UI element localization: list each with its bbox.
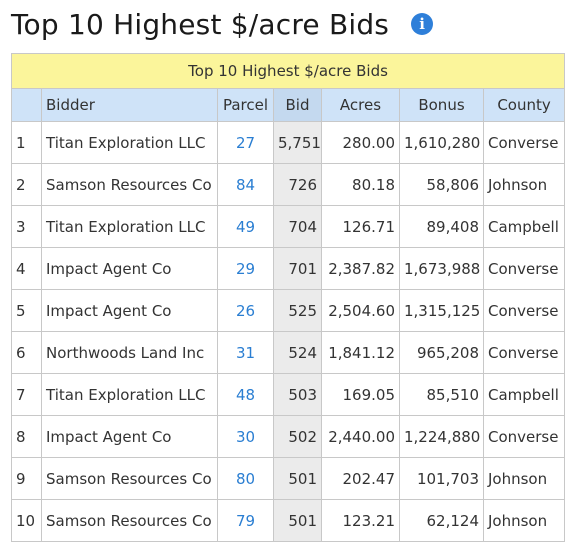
bid-cell: 524 — [273, 331, 322, 374]
parcel-link[interactable]: 30 — [217, 415, 274, 458]
parcel-link[interactable]: 80 — [217, 457, 274, 500]
column-header-acres[interactable]: Acres — [321, 88, 400, 122]
bonus-cell: 89,408 — [399, 205, 484, 248]
table-row: 9 Samson Resources Co 80 501 202.47 101,… — [11, 457, 566, 500]
table-row: 6 Northwoods Land Inc 31 524 1,841.12 96… — [11, 331, 566, 374]
rank-cell: 1 — [11, 121, 42, 164]
info-icon[interactable]: i — [411, 13, 434, 35]
column-header-bonus[interactable]: Bonus — [399, 88, 484, 122]
table-row: 7 Titan Exploration LLC 48 503 169.05 85… — [11, 373, 566, 416]
column-header-bidder[interactable]: Bidder — [41, 88, 218, 122]
acres-cell: 2,387.82 — [321, 247, 400, 290]
table-row: 4 Impact Agent Co 29 701 2,387.82 1,673,… — [11, 247, 566, 290]
bid-cell: 525 — [273, 289, 322, 332]
table-caption-row: Top 10 Highest $/acre Bids — [10, 53, 566, 89]
bidder-cell: Samson Resources Co — [41, 499, 218, 542]
bidder-cell: Titan Exploration LLC — [41, 205, 218, 248]
rank-cell: 2 — [11, 163, 42, 206]
bonus-cell: 101,703 — [399, 457, 484, 500]
parcel-link[interactable]: 49 — [217, 205, 274, 248]
bonus-cell: 58,806 — [399, 163, 484, 206]
bonus-cell: 1,610,280 — [399, 121, 484, 164]
table-row: 3 Titan Exploration LLC 49 704 126.71 89… — [11, 205, 566, 248]
table-row: 10 Samson Resources Co 79 501 123.21 62,… — [11, 499, 566, 542]
column-header-county[interactable]: County — [482, 88, 566, 122]
rank-cell: 9 — [11, 457, 42, 500]
rank-cell: 10 — [11, 499, 42, 542]
acres-cell: 2,504.60 — [321, 289, 400, 332]
table-row: 2 Samson Resources Co 84 726 80.18 58,80… — [11, 163, 566, 206]
county-cell: Converse — [482, 121, 566, 164]
bid-cell: 726 — [273, 163, 322, 206]
parcel-link[interactable]: 31 — [217, 331, 274, 374]
acres-cell: 169.05 — [321, 373, 400, 416]
bid-cell: 5,751 — [273, 121, 322, 164]
parcel-link[interactable]: 79 — [217, 499, 274, 542]
bidder-cell: Samson Resources Co — [41, 163, 218, 206]
parcel-link[interactable]: 29 — [217, 247, 274, 290]
bonus-cell: 1,673,988 — [399, 247, 484, 290]
rank-cell: 4 — [11, 247, 42, 290]
acres-cell: 2,440.00 — [321, 415, 400, 458]
rank-cell: 8 — [11, 415, 42, 458]
bids-table: Top 10 Highest $/acre Bids Bidder Parcel… — [10, 53, 566, 542]
county-cell: Campbell — [482, 205, 566, 248]
county-cell: Johnson — [482, 163, 566, 206]
acres-cell: 123.21 — [321, 499, 400, 542]
county-cell: Converse — [482, 289, 566, 332]
bidder-cell: Northwoods Land Inc — [41, 331, 218, 374]
bonus-cell: 1,224,880 — [399, 415, 484, 458]
bidder-cell: Samson Resources Co — [41, 457, 218, 500]
county-cell: Campbell — [482, 373, 566, 416]
table-row: 1 Titan Exploration LLC 27 5,751 280.00 … — [11, 121, 566, 164]
rank-cell: 5 — [11, 289, 42, 332]
bidder-cell: Titan Exploration LLC — [41, 121, 218, 164]
bid-cell: 502 — [273, 415, 322, 458]
bid-cell: 704 — [273, 205, 322, 248]
bid-cell: 501 — [273, 457, 322, 500]
bidder-cell: Titan Exploration LLC — [41, 373, 218, 416]
county-cell: Converse — [482, 331, 566, 374]
bid-cell: 503 — [273, 373, 322, 416]
parcel-link[interactable]: 27 — [217, 121, 274, 164]
bid-cell: 501 — [273, 499, 322, 542]
rank-cell: 7 — [11, 373, 42, 416]
bonus-cell: 965,208 — [399, 331, 484, 374]
acres-cell: 80.18 — [321, 163, 400, 206]
rank-cell: 3 — [11, 205, 42, 248]
county-cell: Johnson — [482, 457, 566, 500]
bidder-cell: Impact Agent Co — [41, 247, 218, 290]
bonus-cell: 1,315,125 — [399, 289, 484, 332]
bidder-cell: Impact Agent Co — [41, 289, 218, 332]
bid-cell: 701 — [273, 247, 322, 290]
county-cell: Converse — [482, 247, 566, 290]
page-header: Top 10 Highest $/acre Bids i — [11, 4, 434, 44]
county-cell: Johnson — [482, 499, 566, 542]
acres-cell: 126.71 — [321, 205, 400, 248]
page-title: Top 10 Highest $/acre Bids — [11, 7, 390, 41]
bidder-cell: Impact Agent Co — [41, 415, 218, 458]
acres-cell: 1,841.12 — [321, 331, 400, 374]
column-header-rank — [11, 88, 42, 122]
acres-cell: 202.47 — [321, 457, 400, 500]
table-caption: Top 10 Highest $/acre Bids — [10, 53, 566, 89]
rank-cell: 6 — [11, 331, 42, 374]
county-cell: Converse — [482, 415, 566, 458]
parcel-link[interactable]: 84 — [217, 163, 274, 206]
column-header-bid[interactable]: Bid — [273, 88, 322, 122]
table-row: 5 Impact Agent Co 26 525 2,504.60 1,315,… — [11, 289, 566, 332]
column-header-parcel[interactable]: Parcel — [217, 88, 274, 122]
table-row: 8 Impact Agent Co 30 502 2,440.00 1,224,… — [11, 415, 566, 458]
parcel-link[interactable]: 26 — [217, 289, 274, 332]
bonus-cell: 62,124 — [399, 499, 484, 542]
parcel-link[interactable]: 48 — [217, 373, 274, 416]
table-header-row: Bidder Parcel Bid Acres Bonus County — [11, 88, 566, 122]
acres-cell: 280.00 — [321, 121, 400, 164]
bonus-cell: 85,510 — [399, 373, 484, 416]
